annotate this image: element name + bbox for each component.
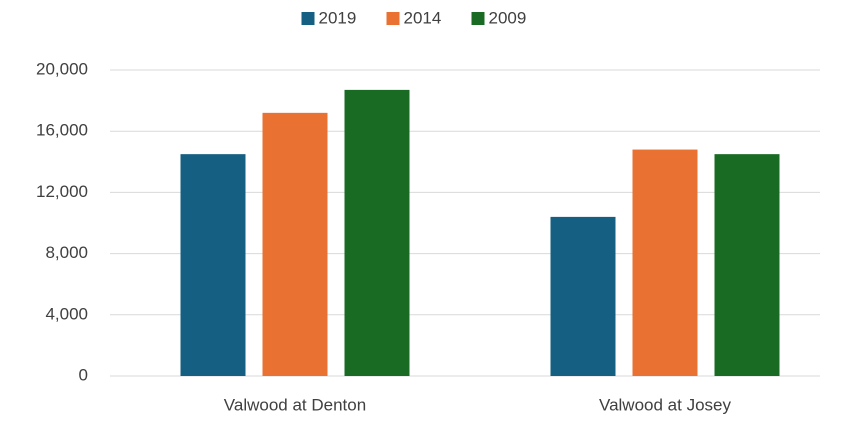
bar — [262, 112, 328, 376]
bar — [344, 89, 410, 376]
legend-label: 2019 — [319, 8, 357, 27]
legend-label: 2014 — [404, 8, 442, 27]
x-tick-label: Valwood at Denton — [224, 395, 366, 414]
bar — [632, 149, 698, 376]
x-tick-label: Valwood at Josey — [599, 395, 731, 414]
bar — [550, 216, 616, 376]
legend-swatch — [386, 12, 400, 25]
bar — [714, 154, 780, 376]
legend-swatch — [471, 12, 485, 25]
bar — [180, 154, 246, 376]
y-tick-label: 20,000 — [36, 59, 88, 78]
y-tick-label: 4,000 — [45, 304, 88, 323]
legend-swatch — [301, 12, 315, 25]
y-tick-label: 0 — [79, 365, 88, 384]
y-tick-label: 8,000 — [45, 243, 88, 262]
y-tick-label: 16,000 — [36, 121, 88, 140]
legend-label: 2009 — [489, 8, 527, 27]
y-tick-label: 12,000 — [36, 182, 88, 201]
